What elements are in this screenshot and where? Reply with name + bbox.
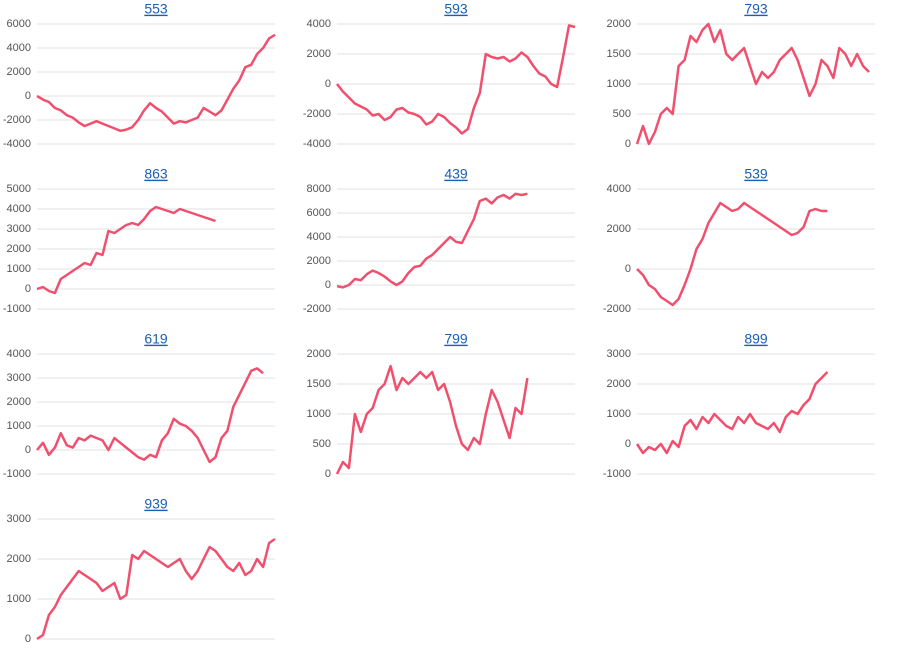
y-tick-label: -2000 (603, 303, 631, 315)
chart-title[interactable]: 939 (144, 496, 168, 512)
data-line (36, 205, 216, 295)
y-tick-label: 5000 (7, 183, 31, 195)
y-tick-label: -1000 (3, 303, 31, 315)
y-tick-label: 3000 (7, 372, 31, 384)
y-tick-label: 0 (325, 279, 331, 291)
y-tick-label: 2000 (607, 378, 631, 390)
y-tick-label: -2000 (303, 108, 331, 120)
y-tick-label: 0 (25, 90, 31, 102)
y-tick-label: -1000 (603, 468, 631, 480)
y-tick-label: 1000 (607, 408, 631, 420)
y-tick-label: 0 (625, 263, 631, 275)
y-tick-label: 0 (25, 444, 31, 456)
y-tick-label: 4000 (7, 203, 31, 215)
y-tick-label: 1000 (607, 78, 631, 90)
y-tick-label: 3000 (7, 223, 31, 235)
y-tick-label: 4000 (7, 42, 31, 54)
chart-title[interactable]: 553 (144, 1, 168, 17)
y-tick-label: 4000 (607, 183, 631, 195)
data-line (36, 33, 276, 133)
y-tick-label: 1000 (307, 408, 331, 420)
chart-title[interactable]: 799 (444, 331, 468, 347)
y-tick-label: -4000 (3, 138, 31, 150)
y-tick-label: 1500 (307, 378, 331, 390)
data-line (36, 367, 264, 464)
y-tick-label: 2000 (7, 396, 31, 408)
data-line (635, 371, 829, 455)
y-tick-label: 2000 (607, 223, 631, 235)
y-tick-label: -2000 (303, 303, 331, 315)
chart-title[interactable]: 863 (144, 166, 168, 182)
y-tick-label: 2000 (7, 243, 31, 255)
data-line (335, 364, 529, 475)
data-line (36, 537, 276, 641)
y-tick-label: 4000 (7, 348, 31, 360)
chart-title[interactable]: 539 (744, 166, 768, 182)
data-line (336, 192, 528, 289)
y-tick-label: -1000 (3, 468, 31, 480)
y-tick-label: 1500 (607, 48, 631, 60)
y-tick-label: 2000 (607, 18, 631, 30)
y-tick-label: 4000 (307, 231, 331, 243)
y-tick-label: 0 (25, 283, 31, 295)
y-tick-label: 2000 (7, 66, 31, 78)
chart-title[interactable]: 899 (744, 331, 768, 347)
y-tick-label: 2000 (307, 255, 331, 267)
y-tick-label: -2000 (3, 114, 31, 126)
y-tick-label: 1000 (7, 263, 31, 275)
y-tick-label: 500 (313, 438, 331, 450)
y-tick-label: 8000 (307, 183, 331, 195)
y-tick-label: 0 (325, 78, 331, 90)
y-tick-label: 3000 (7, 513, 31, 525)
y-tick-label: 500 (613, 108, 631, 120)
y-tick-label: 0 (325, 468, 331, 480)
data-line (336, 24, 576, 135)
y-tick-label: 0 (625, 138, 631, 150)
y-tick-label: 4000 (307, 18, 331, 30)
y-tick-label: 6000 (7, 18, 31, 30)
y-tick-label: 2000 (307, 348, 331, 360)
y-tick-label: 1000 (7, 420, 31, 432)
y-tick-label: 3000 (607, 348, 631, 360)
chart-title[interactable]: 439 (444, 166, 468, 182)
chart-title[interactable]: 793 (744, 1, 768, 17)
y-tick-label: 2000 (7, 553, 31, 565)
y-tick-label: 6000 (307, 207, 331, 219)
y-tick-label: -4000 (303, 138, 331, 150)
y-tick-label: 2000 (307, 48, 331, 60)
chart-title[interactable]: 619 (144, 331, 168, 347)
chart-title[interactable]: 593 (444, 1, 468, 17)
y-tick-label: 0 (625, 438, 631, 450)
y-tick-label: 1000 (7, 593, 31, 605)
y-tick-label: 0 (25, 633, 31, 645)
data-line (635, 22, 870, 146)
data-line (636, 201, 828, 307)
